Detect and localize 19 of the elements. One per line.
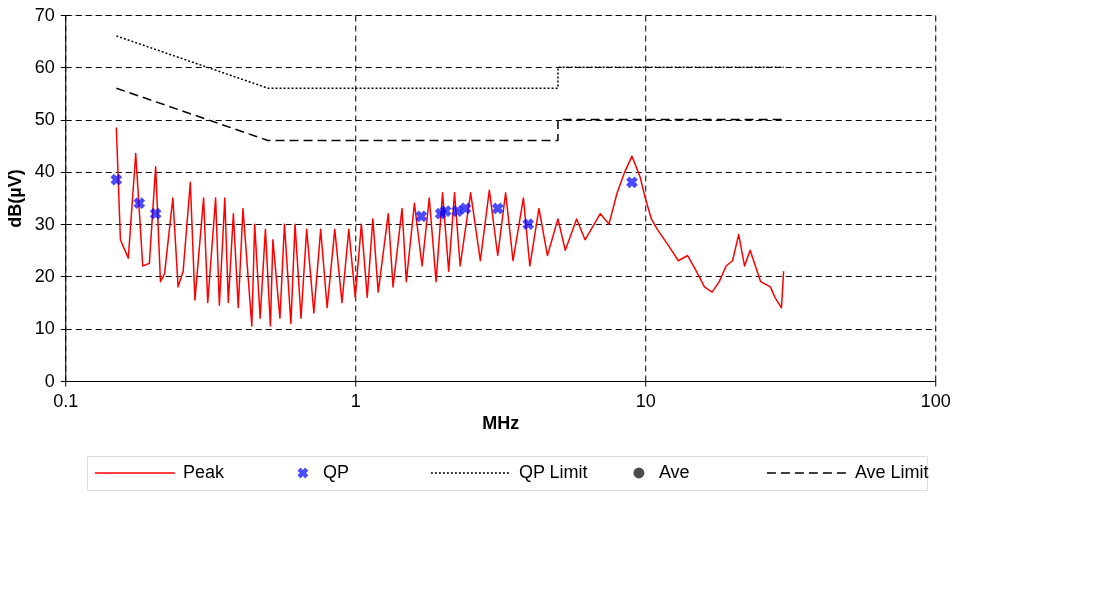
x-tick-label: 1 [350, 390, 361, 411]
y-axis-title: dB(µV) [4, 169, 25, 228]
y-tick-label: 30 [34, 213, 55, 234]
legend-label: Ave [658, 462, 690, 482]
y-tick-label: 10 [34, 318, 55, 339]
x-tick-label: 0.1 [53, 390, 79, 411]
y-tick-label: 0 [44, 370, 55, 391]
x-tick-label: 10 [635, 390, 656, 411]
y-tick-label: 40 [34, 161, 55, 182]
y-tick-label: 60 [34, 56, 55, 77]
y-tick-label: 50 [34, 109, 55, 130]
legend-label: QP Limit [518, 462, 588, 482]
x-axis-title: MHz [482, 412, 520, 433]
legend-label: Ave Limit [854, 462, 929, 482]
y-tick-label: 20 [34, 265, 55, 286]
y-tick-label: 70 [34, 4, 55, 25]
legend-label: QP [322, 462, 349, 482]
legend-label: Peak [182, 462, 225, 482]
x-tick-label: 100 [920, 390, 951, 411]
